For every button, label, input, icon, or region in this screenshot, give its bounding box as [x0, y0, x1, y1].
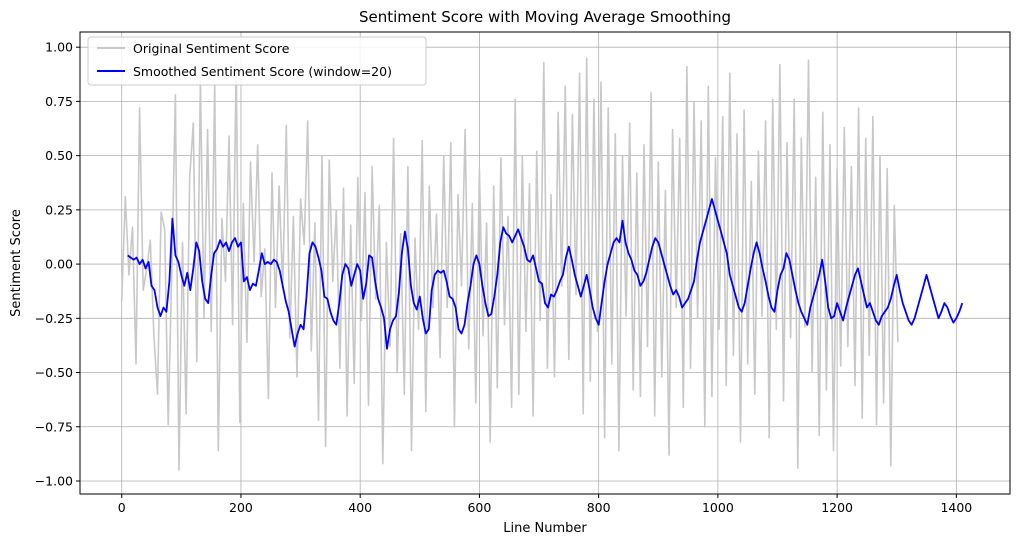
chart-title: Sentiment Score with Moving Average Smoo…: [359, 8, 731, 26]
y-tick-label: 0.50: [45, 148, 73, 163]
y-tick-label: 1.00: [45, 40, 73, 55]
x-tick-label: 600: [467, 500, 491, 515]
x-tick-label: 1400: [940, 500, 972, 515]
legend-label-original: Original Sentiment Score: [133, 41, 290, 56]
y-tick-label: −0.50: [35, 365, 73, 380]
y-tick-label: −1.00: [35, 473, 73, 488]
y-tick-label: 0.75: [45, 94, 73, 109]
y-tick-label: −0.25: [35, 311, 73, 326]
x-tick-label: 1000: [702, 500, 734, 515]
x-tick-label: 800: [587, 500, 611, 515]
legend-label-smoothed: Smoothed Sentiment Score (window=20): [133, 64, 392, 79]
x-axis-ticks: 0 200 400 600 800 1000 1200 1400: [118, 494, 972, 515]
plot-frame: [79, 31, 1011, 495]
y-axis-label: Sentiment Score: [9, 209, 24, 317]
y-tick-label: 0.25: [45, 202, 73, 217]
x-tick-label: 1200: [821, 500, 853, 515]
x-axis-label: Line Number: [503, 521, 587, 536]
y-tick-label: 0.00: [45, 257, 73, 272]
original-sentiment-line: [120, 57, 899, 471]
smoothed-sentiment-line: [127, 198, 964, 350]
x-tick-label: 0: [118, 500, 126, 515]
legend: Original Sentiment Score Smoothed Sentim…: [87, 36, 427, 86]
legend-box: [87, 36, 427, 86]
smoothed-series-group: [127, 198, 964, 350]
y-axis-ticks: −1.00 −0.75 −0.50 −0.25 0.00 0.25 0.50 0.75 1.00: [35, 40, 80, 488]
x-tick-label: 200: [229, 500, 253, 515]
y-tick-label: −0.75: [35, 419, 73, 434]
x-tick-label: 400: [348, 500, 372, 515]
original-series-group: [120, 57, 899, 471]
